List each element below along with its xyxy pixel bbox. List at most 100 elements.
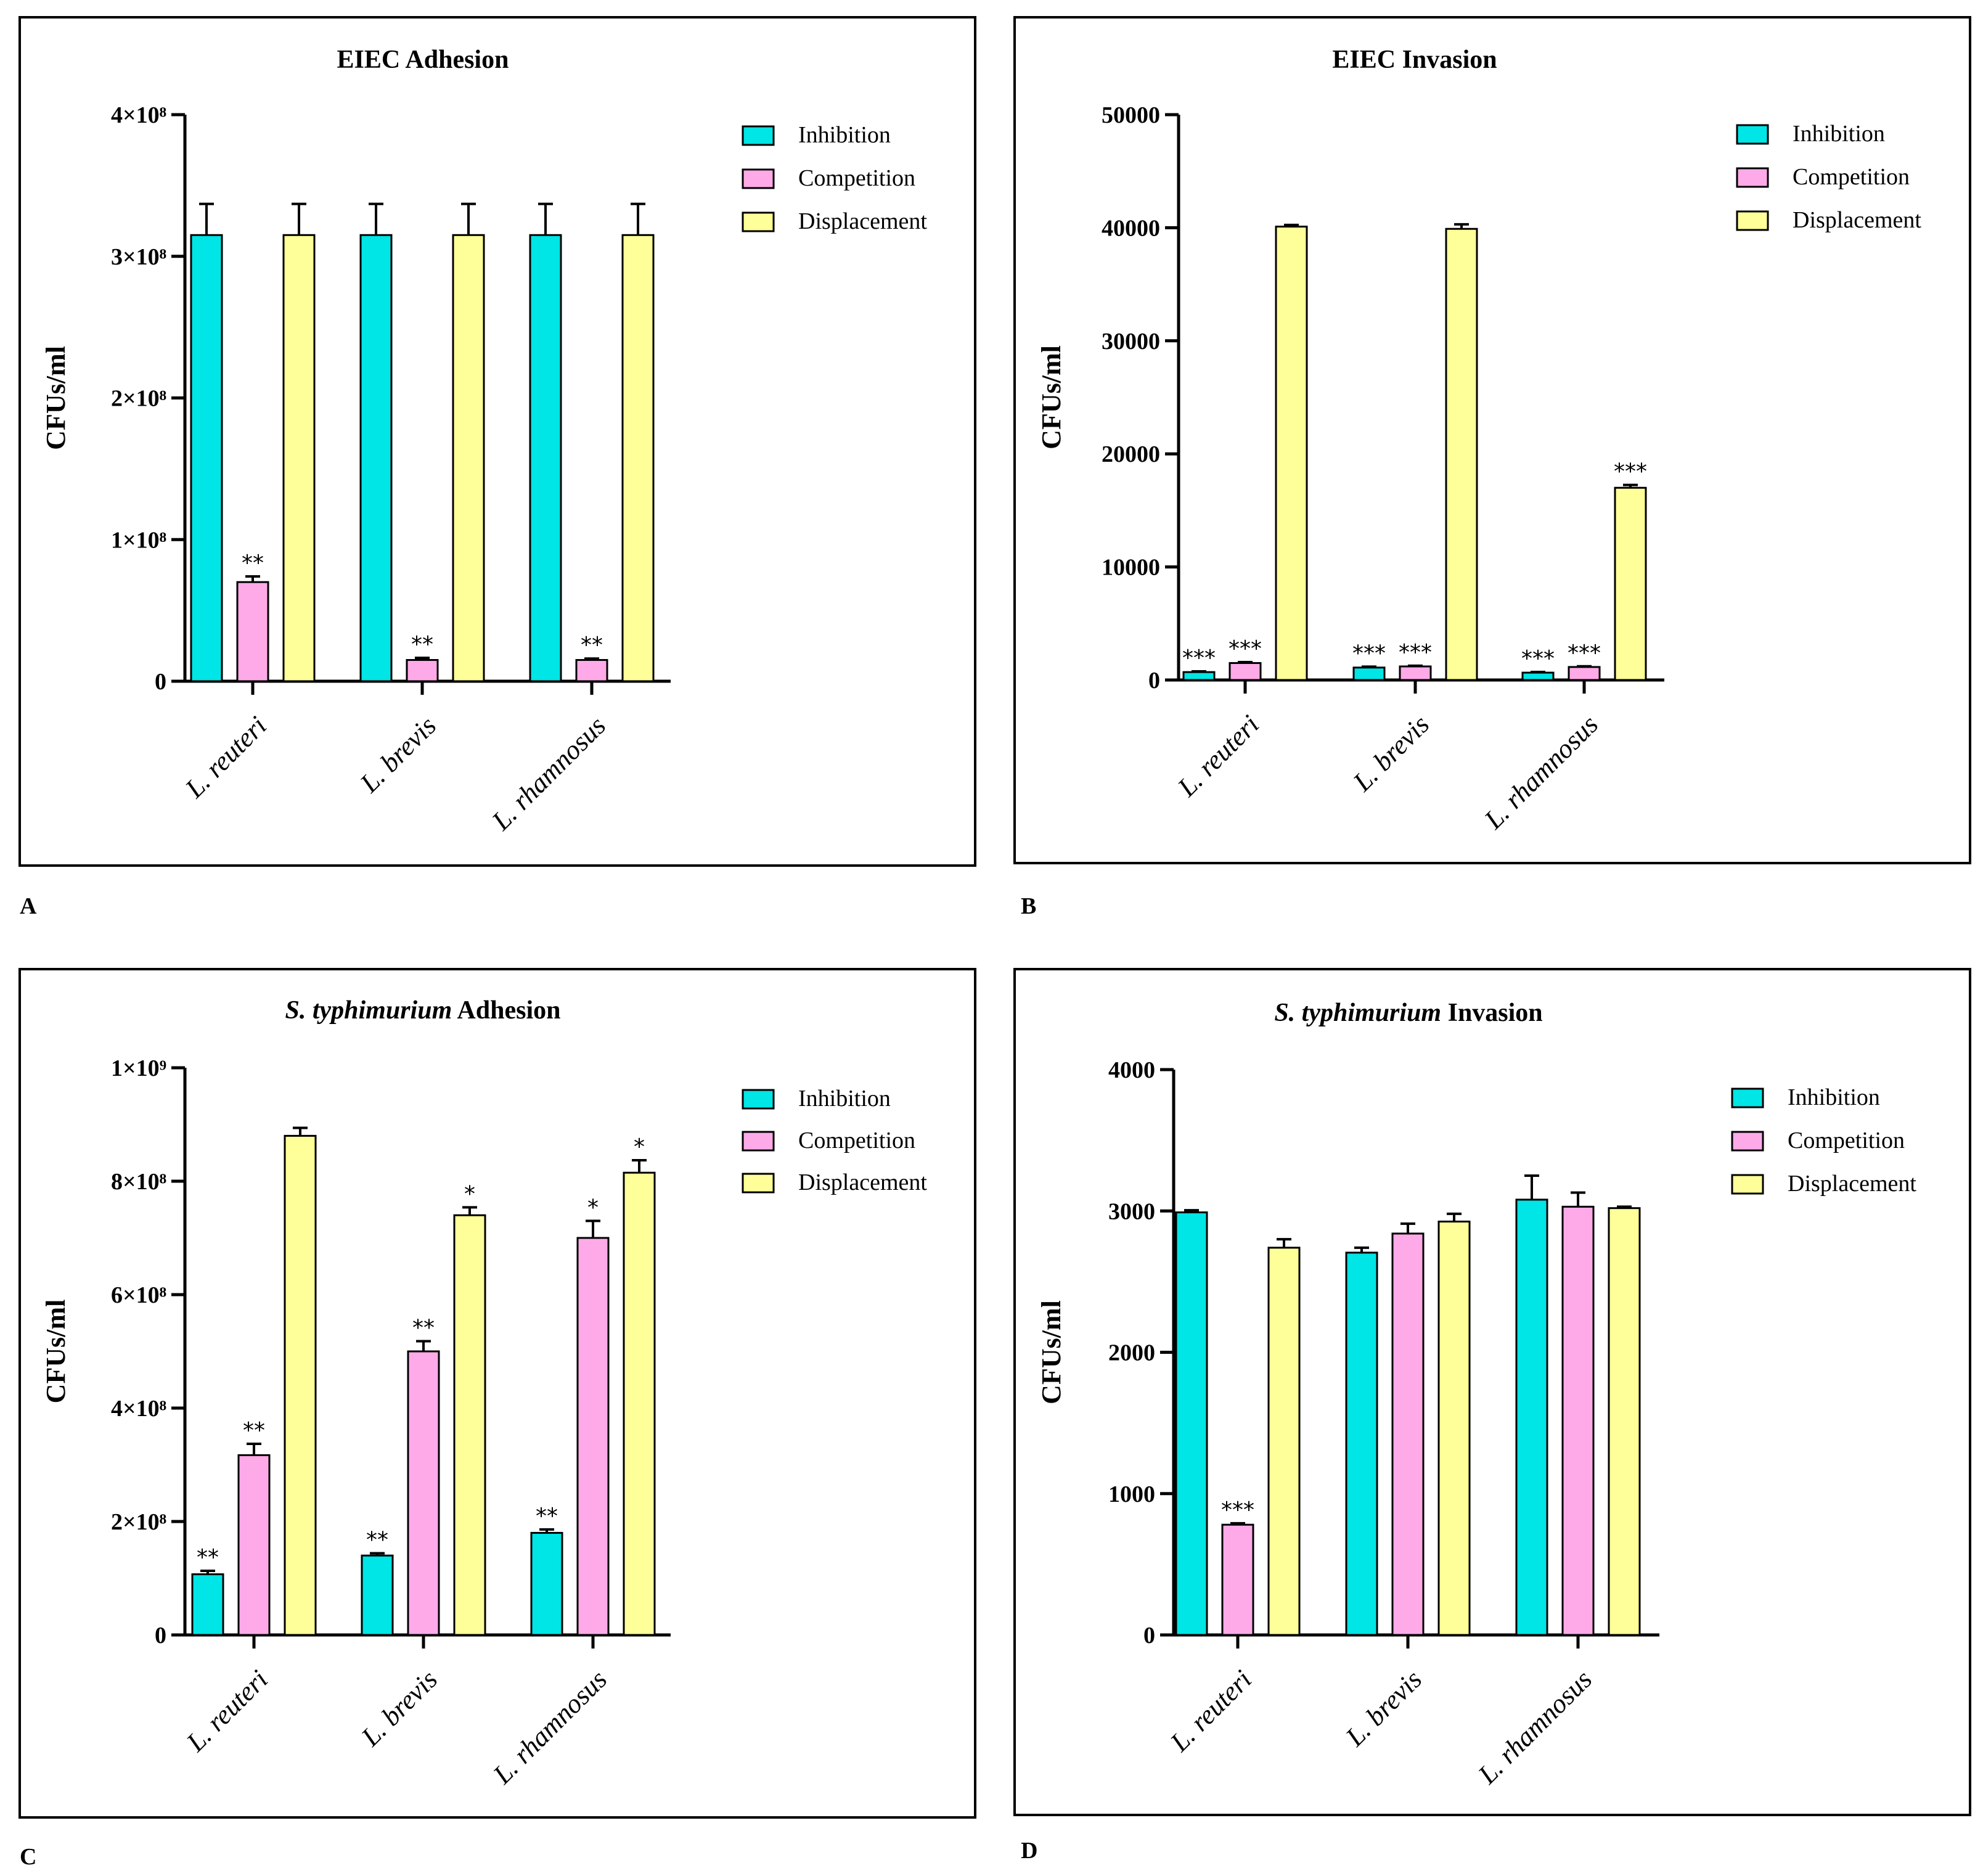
bar-a-competition-0: [236, 581, 269, 682]
significance-marker: *: [634, 1134, 645, 1160]
panel-d-letter: D: [1021, 1838, 1038, 1864]
panel-b-letter: B: [1021, 893, 1037, 919]
significance-marker: ***: [1521, 646, 1555, 671]
chart-title-rest: Invasion: [1441, 999, 1543, 1027]
significance-marker: **: [366, 1528, 388, 1553]
panel-c-frame: [18, 968, 976, 1819]
y-tick-label: 20000: [1102, 441, 1160, 467]
y-tick-label: 6×10⁸: [111, 1282, 166, 1308]
legend-swatch-displacement: [742, 1173, 775, 1194]
panel-a-letter: A: [20, 893, 37, 919]
bar-d-competition-1: [1391, 1232, 1425, 1636]
y-axis-label: CFUs/ml: [1036, 345, 1066, 449]
bar-c-competition-2: [576, 1237, 610, 1636]
legend-label-displacement: Displacement: [798, 1169, 927, 1195]
bar-d-inhibition-2: [1515, 1198, 1548, 1636]
significance-marker: **: [197, 1545, 219, 1570]
bar-d-competition-2: [1561, 1205, 1595, 1636]
y-tick-label: 0: [155, 1623, 166, 1649]
legend-swatch-displacement: [1731, 1174, 1764, 1195]
bar-d-displacement-2: [1608, 1207, 1641, 1636]
y-tick-label: 2000: [1108, 1340, 1155, 1366]
bar-a-displacement-2: [621, 234, 655, 682]
legend-swatch-inhibition: [742, 125, 775, 146]
chart-title: S. typhimurium Adhesion: [285, 996, 560, 1025]
y-tick-label: 10000: [1102, 555, 1160, 581]
significance-marker: **: [536, 1504, 558, 1529]
bar-d-displacement-1: [1437, 1220, 1471, 1636]
chart-title: EIEC Adhesion: [337, 46, 509, 74]
chart-title-rest: Adhesion: [452, 996, 560, 1025]
legend-swatch-inhibition: [1736, 124, 1769, 145]
bar-c-inhibition-0: [191, 1573, 224, 1636]
y-tick-label: 8×10⁸: [111, 1169, 166, 1195]
y-tick-label: 0: [1148, 668, 1160, 694]
legend-label-inhibition: Inhibition: [1788, 1084, 1880, 1110]
legend-label-competition: Competition: [1788, 1128, 1905, 1153]
significance-marker: **: [411, 632, 433, 657]
significance-marker: **: [243, 1418, 265, 1443]
y-tick-label: 3×10⁸: [111, 244, 166, 270]
chart-title: S. typhimurium Invasion: [1274, 999, 1542, 1027]
bar-b-displacement-2: [1614, 486, 1647, 681]
y-tick-label: 0: [1143, 1623, 1155, 1649]
legend-label-displacement: Displacement: [798, 208, 927, 234]
legend-swatch-displacement: [742, 211, 775, 232]
legend-label-displacement: Displacement: [1788, 1171, 1916, 1197]
panel-a-frame: [18, 16, 976, 867]
y-tick-label: 1000: [1108, 1481, 1155, 1507]
significance-marker: ***: [1614, 459, 1647, 485]
chart-title: EIEC Invasion: [1332, 46, 1497, 74]
legend-label-competition: Competition: [798, 1128, 915, 1153]
significance-marker: **: [242, 551, 264, 576]
legend-label-competition: Competition: [798, 165, 915, 191]
y-tick-label: 2×10⁸: [111, 1509, 166, 1535]
significance-marker: ***: [1568, 641, 1601, 666]
y-tick-label: 50000: [1102, 102, 1160, 128]
chart-title-italic: S. typhimurium: [1274, 999, 1441, 1027]
y-tick-label: 1×10⁹: [111, 1055, 166, 1081]
legend-label-inhibition: Inhibition: [1793, 121, 1885, 147]
legend-swatch-inhibition: [1731, 1088, 1764, 1108]
legend-label-inhibition: Inhibition: [798, 1086, 891, 1112]
bar-d-inhibition-1: [1345, 1251, 1378, 1636]
bar-c-inhibition-1: [361, 1554, 394, 1636]
significance-marker: **: [412, 1315, 435, 1340]
x-category-label: L. reuteri: [1164, 1664, 1257, 1758]
x-category-label: L. rhamnosus: [1472, 1664, 1598, 1790]
y-tick-label: 30000: [1102, 329, 1160, 354]
significance-marker: ***: [1352, 641, 1386, 666]
bar-a-displacement-0: [282, 234, 316, 682]
legend-label-competition: Competition: [1793, 164, 1910, 190]
y-tick-label: 4×10⁸: [111, 1396, 166, 1422]
legend-label-inhibition: Inhibition: [798, 122, 891, 148]
significance-marker: *: [464, 1181, 475, 1206]
legend-label-displacement: Displacement: [1793, 207, 1921, 233]
significance-marker: ***: [1221, 1497, 1254, 1523]
bar-a-inhibition-1: [359, 234, 393, 682]
bar-c-displacement-2: [623, 1171, 656, 1636]
y-axis-label: CFUs/ml: [41, 346, 71, 450]
bar-d-competition-0: [1221, 1523, 1254, 1636]
legend-swatch-competition: [742, 168, 775, 189]
bar-d-displacement-0: [1267, 1247, 1301, 1636]
y-tick-label: 0: [155, 669, 166, 695]
x-category-label: L. brevis: [1339, 1664, 1428, 1752]
y-tick-label: 4000: [1108, 1057, 1155, 1083]
significance-marker: *: [587, 1195, 599, 1220]
legend-swatch-competition: [742, 1131, 775, 1152]
y-tick-label: 40000: [1102, 215, 1160, 241]
y-tick-label: 4×10⁸: [111, 102, 166, 128]
legend-swatch-inhibition: [742, 1089, 775, 1110]
significance-marker: ***: [1229, 636, 1262, 662]
y-tick-label: 2×10⁸: [111, 386, 166, 412]
significance-marker: ***: [1182, 645, 1216, 671]
legend-swatch-competition: [1731, 1131, 1764, 1152]
panel-c-letter: C: [20, 1844, 37, 1870]
y-axis-label: CFUs/ml: [1036, 1300, 1066, 1404]
chart-title-italic: S. typhimurium: [285, 996, 452, 1025]
